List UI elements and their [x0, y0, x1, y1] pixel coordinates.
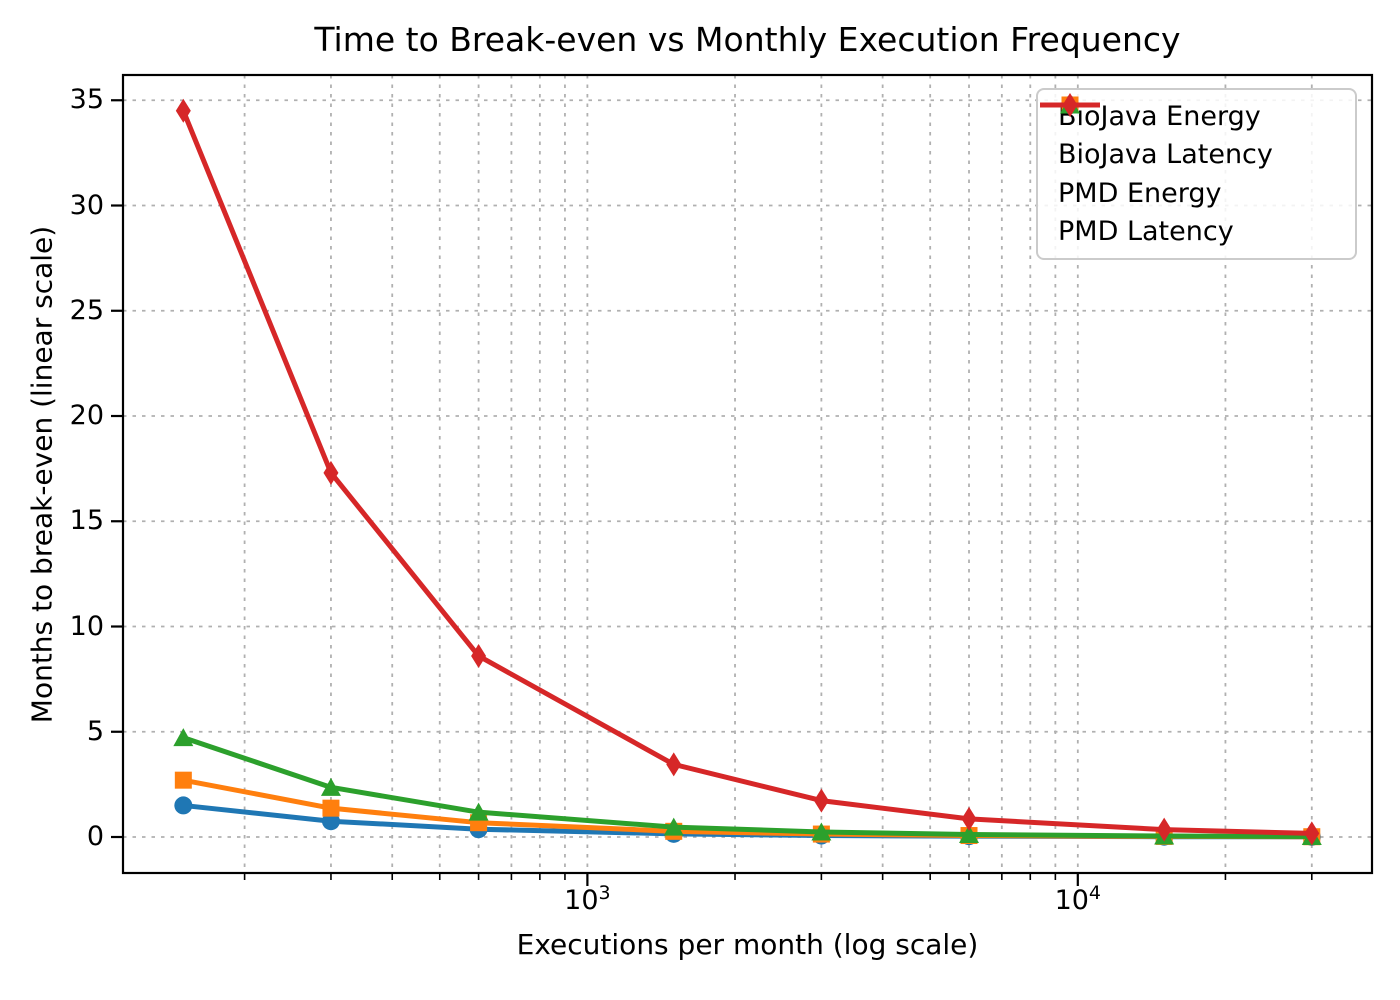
- axes-spines: [121, 73, 1374, 875]
- x-tick-label: 104: [1033, 884, 1123, 918]
- y-tick-label: 15: [69, 505, 104, 537]
- diamond-legend-sample-icon: [1040, 93, 1100, 117]
- x-tick-base: 10: [564, 885, 599, 916]
- y-tick-label: 0: [86, 821, 104, 852]
- series-pmd-latency-marker: [1304, 821, 1320, 846]
- series-pmd-latency-marker: [813, 788, 829, 813]
- series-pmd-latency-marker: [666, 752, 682, 777]
- series-pmd-energy-line: [180, 735, 1315, 839]
- y-tick-label: 30: [69, 189, 104, 221]
- y-tick-label: 5: [86, 715, 104, 747]
- series-pmd-energy-marker: [663, 817, 684, 836]
- x-tick-base: 10: [1054, 885, 1089, 916]
- legend-item: PMD Latency: [1040, 93, 1345, 251]
- y-tick-label: 25: [69, 294, 104, 326]
- series-biojava-energy-marker: [321, 812, 340, 831]
- series-biojava-energy-marker: [174, 796, 193, 815]
- legend-label: PMD Latency: [1058, 216, 1234, 248]
- legend-label: BioJava Latency: [1058, 139, 1273, 171]
- y-tick-label: 20: [69, 400, 104, 431]
- x-axis-label: Executions per month (log scale): [516, 928, 979, 961]
- series-pmd-latency-line: [180, 108, 1315, 836]
- legend-item: PMD Energy: [1040, 95, 1345, 212]
- legend-label: PMD Energy: [1058, 177, 1222, 209]
- x-tick-exponent: 3: [598, 882, 611, 904]
- series-pmd-energy-marker: [320, 777, 341, 796]
- x-tick-exponent: 4: [1088, 882, 1102, 904]
- series-pmd-latency-marker: [323, 460, 339, 485]
- series-pmd-energy-marker: [468, 802, 489, 821]
- series-pmd-latency-marker: [961, 806, 977, 831]
- series-pmd-latency-marker: [471, 643, 487, 668]
- series-pmd-latency-marker: [175, 98, 191, 123]
- series-pmd-energy-marker: [811, 822, 832, 841]
- legend-item: BioJava Latency: [1040, 96, 1345, 174]
- series-pmd-energy-marker: [173, 728, 194, 747]
- y-tick-label: 10: [69, 610, 104, 642]
- series-biojava-latency-marker: [174, 771, 192, 789]
- series-biojava-latency-marker: [322, 799, 340, 817]
- y-tick-label: 35: [69, 84, 104, 116]
- series-pmd-energy-marker: [959, 824, 980, 843]
- x-tick-label: 103: [542, 884, 632, 918]
- diamond-icon: [1062, 93, 1078, 117]
- legend: BioJava Energy BioJava Latency PMD Energy P…: [1036, 88, 1357, 260]
- series-pmd-latency-marker: [1156, 817, 1172, 842]
- chart-title: Time to Break-even vs Monthly Execution …: [314, 20, 1181, 59]
